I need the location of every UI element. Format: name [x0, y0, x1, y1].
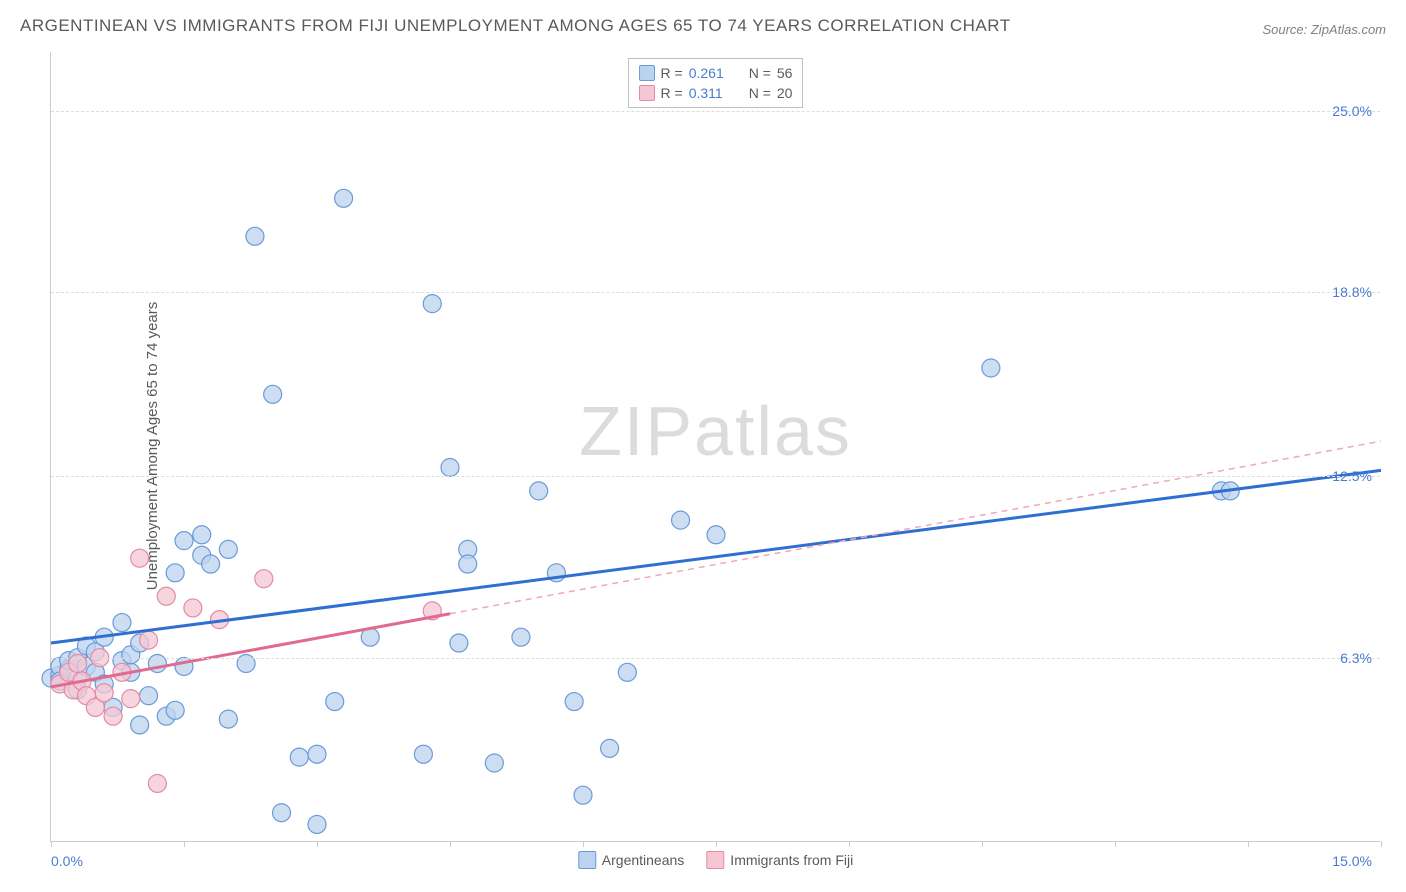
data-point	[441, 458, 459, 476]
y-tick-label: 25.0%	[1332, 103, 1372, 119]
x-tick	[849, 841, 850, 847]
data-point	[131, 716, 149, 734]
legend-swatch	[706, 851, 724, 869]
data-point	[423, 295, 441, 313]
data-point	[175, 532, 193, 550]
series-legend: Argentineans Immigrants from Fiji	[578, 851, 853, 869]
data-point	[565, 693, 583, 711]
x-tick	[1381, 841, 1382, 847]
x-tick	[51, 841, 52, 847]
data-point	[618, 663, 636, 681]
legend-r-value: 0.261	[689, 65, 735, 81]
data-point	[459, 555, 477, 573]
data-point	[672, 511, 690, 529]
legend-stat-row: R = 0.311 N = 20	[639, 83, 793, 103]
x-tick	[450, 841, 451, 847]
legend-n-value: 20	[777, 85, 793, 101]
data-point	[485, 754, 503, 772]
x-tick	[317, 841, 318, 847]
data-point	[414, 745, 432, 763]
data-point	[982, 359, 1000, 377]
data-point	[264, 385, 282, 403]
gridline	[51, 476, 1380, 477]
legend-series-label: Argentineans	[602, 852, 685, 868]
y-tick-label: 6.3%	[1340, 650, 1372, 666]
data-point	[326, 693, 344, 711]
legend-swatch	[578, 851, 596, 869]
legend-r-value: 0.311	[689, 85, 735, 101]
data-point	[450, 634, 468, 652]
x-tick	[184, 841, 185, 847]
data-point	[574, 786, 592, 804]
data-point	[166, 564, 184, 582]
data-point	[290, 748, 308, 766]
data-point	[131, 549, 149, 567]
regression-line-extended	[450, 441, 1381, 614]
correlation-legend: R = 0.261 N = 56 R = 0.311 N = 20	[628, 58, 804, 108]
chart-title: ARGENTINEAN VS IMMIGRANTS FROM FIJI UNEM…	[20, 16, 1011, 36]
y-tick-label: 12.5%	[1332, 468, 1372, 484]
data-point	[273, 804, 291, 822]
regression-line	[51, 470, 1381, 643]
legend-r-label: R =	[661, 85, 683, 101]
data-point	[113, 614, 131, 632]
legend-stat-row: R = 0.261 N = 56	[639, 63, 793, 83]
data-point	[140, 687, 158, 705]
x-axis-min-label: 0.0%	[51, 853, 83, 869]
data-point	[707, 526, 725, 544]
data-point	[193, 526, 211, 544]
legend-series-item: Argentineans	[578, 851, 685, 869]
data-point	[601, 739, 619, 757]
data-point	[308, 815, 326, 833]
data-point	[95, 684, 113, 702]
data-point	[255, 570, 273, 588]
legend-r-label: R =	[661, 65, 683, 81]
x-tick	[583, 841, 584, 847]
gridline	[51, 658, 1380, 659]
gridline	[51, 292, 1380, 293]
x-tick	[1115, 841, 1116, 847]
legend-series-label: Immigrants from Fiji	[730, 852, 853, 868]
legend-swatch	[639, 85, 655, 101]
data-point	[148, 774, 166, 792]
legend-n-label: N =	[749, 65, 771, 81]
scatter-plot-svg	[51, 52, 1380, 841]
data-point	[184, 599, 202, 617]
legend-n-label: N =	[749, 85, 771, 101]
data-point	[122, 690, 140, 708]
data-point	[246, 227, 264, 245]
data-point	[308, 745, 326, 763]
data-point	[512, 628, 530, 646]
data-point	[202, 555, 220, 573]
legend-n-value: 56	[777, 65, 793, 81]
x-tick	[1248, 841, 1249, 847]
data-point	[219, 710, 237, 728]
data-point	[104, 707, 122, 725]
legend-series-item: Immigrants from Fiji	[706, 851, 853, 869]
regression-line	[51, 614, 450, 687]
data-point	[335, 189, 353, 207]
x-tick	[716, 841, 717, 847]
data-point	[166, 701, 184, 719]
legend-swatch	[639, 65, 655, 81]
data-point	[157, 587, 175, 605]
data-point	[530, 482, 548, 500]
chart-plot-area: ZIPatlas R =0.261N =56R =0.311N =20 Arge…	[50, 52, 1380, 842]
data-point	[140, 631, 158, 649]
x-tick	[982, 841, 983, 847]
gridline	[51, 111, 1380, 112]
x-axis-max-label: 15.0%	[1332, 853, 1372, 869]
data-point	[219, 540, 237, 558]
y-tick-label: 18.8%	[1332, 284, 1372, 300]
source-attribution: Source: ZipAtlas.com	[1262, 22, 1386, 37]
